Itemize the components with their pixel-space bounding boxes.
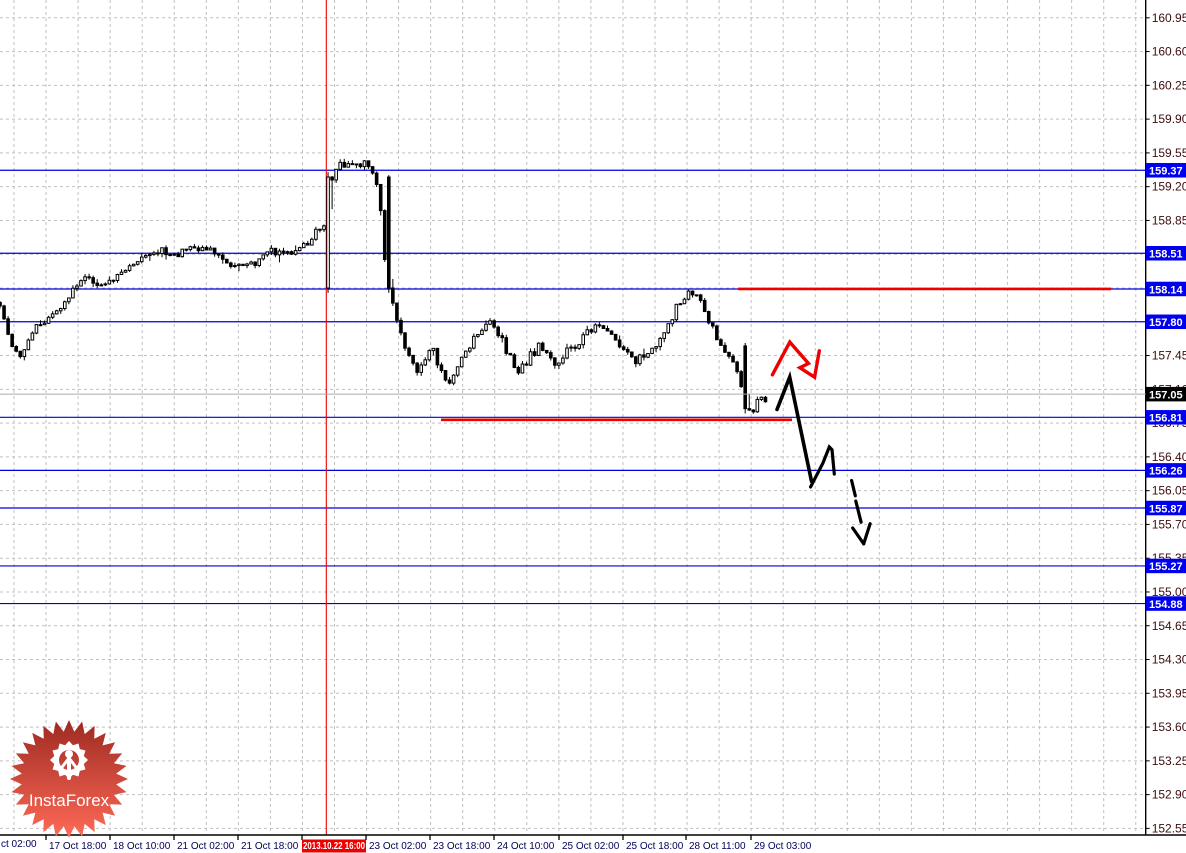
- svg-text:25 Oct 02:00: 25 Oct 02:00: [562, 841, 620, 852]
- svg-text:24 Oct 10:00: 24 Oct 10:00: [497, 841, 555, 852]
- svg-text:156.40: 156.40: [1152, 450, 1186, 464]
- svg-text:29 Oct 03:00: 29 Oct 03:00: [754, 841, 812, 852]
- svg-text:160.25: 160.25: [1152, 78, 1186, 92]
- svg-text:158.51: 158.51: [1149, 249, 1183, 261]
- svg-text:23 Oct 02:00: 23 Oct 02:00: [369, 841, 427, 852]
- svg-text:25 Oct 18:00: 25 Oct 18:00: [626, 841, 684, 852]
- svg-text:155.27: 155.27: [1149, 561, 1183, 573]
- svg-text:154.30: 154.30: [1152, 653, 1186, 667]
- svg-text:InstaForex: InstaForex: [29, 791, 110, 810]
- svg-text:155.87: 155.87: [1149, 503, 1183, 515]
- svg-text:159.55: 159.55: [1152, 146, 1186, 160]
- svg-text:160.60: 160.60: [1152, 45, 1186, 59]
- svg-text:156.81: 156.81: [1149, 413, 1183, 425]
- svg-text:154.65: 154.65: [1152, 619, 1186, 633]
- svg-text:157.05: 157.05: [1149, 389, 1183, 401]
- svg-text:ct 02:00: ct 02:00: [1, 839, 37, 850]
- svg-text:23 Oct 18:00: 23 Oct 18:00: [433, 841, 491, 852]
- svg-text:28 Oct 11:00: 28 Oct 11:00: [689, 841, 746, 852]
- svg-text:18 Oct 10:00: 18 Oct 10:00: [113, 841, 171, 852]
- svg-text:156.26: 156.26: [1149, 466, 1183, 478]
- svg-text:159.20: 159.20: [1152, 180, 1186, 194]
- svg-text:154.88: 154.88: [1149, 599, 1183, 611]
- svg-text:153.95: 153.95: [1152, 686, 1186, 700]
- svg-text:159.90: 159.90: [1152, 112, 1186, 126]
- svg-text:160.95: 160.95: [1152, 11, 1186, 25]
- svg-text:21 Oct 18:00: 21 Oct 18:00: [241, 841, 299, 852]
- svg-text:153.60: 153.60: [1152, 720, 1186, 734]
- svg-text:152.90: 152.90: [1152, 788, 1186, 802]
- svg-text:157.80: 157.80: [1149, 317, 1183, 329]
- svg-text:157.45: 157.45: [1152, 349, 1186, 363]
- svg-text:152.55: 152.55: [1152, 821, 1186, 835]
- svg-text:155.70: 155.70: [1152, 517, 1186, 531]
- svg-text:21 Oct 02:00: 21 Oct 02:00: [177, 841, 235, 852]
- svg-text:17 Oct 18:00: 17 Oct 18:00: [49, 841, 107, 852]
- svg-text:2013.10.22 16:00: 2013.10.22 16:00: [303, 841, 365, 852]
- svg-text:158.14: 158.14: [1149, 284, 1184, 296]
- svg-text:158.85: 158.85: [1152, 213, 1186, 227]
- svg-text:159.37: 159.37: [1149, 166, 1183, 178]
- svg-text:156.05: 156.05: [1152, 484, 1186, 498]
- svg-text:153.25: 153.25: [1152, 754, 1186, 768]
